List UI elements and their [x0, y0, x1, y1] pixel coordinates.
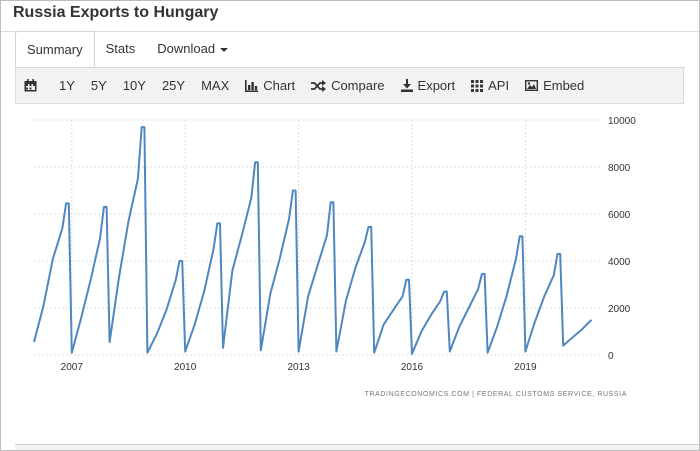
title-divider	[1, 31, 699, 32]
export-button-label: Export	[417, 78, 456, 93]
chart-area: 0 2000 4000 6000 8000 10000 2007 2010 2013 2016 2…	[1, 104, 700, 409]
bar-chart-icon	[245, 79, 259, 92]
range-25y-button[interactable]: 25Y	[161, 78, 186, 93]
compare-button-label: Compare	[331, 78, 385, 93]
shuffle-icon	[311, 79, 327, 92]
caret-down-icon	[220, 47, 229, 52]
embed-button[interactable]: Embed	[517, 68, 592, 104]
bottom-strip	[15, 445, 699, 450]
tab-stats-label: Stats	[105, 41, 136, 56]
y-tick-label: 6000	[608, 210, 631, 221]
x-tick-label: 2016	[401, 362, 424, 373]
tab-bar: Summary Stats Download	[15, 31, 239, 68]
download-icon	[400, 79, 413, 92]
y-tick-label: 4000	[608, 257, 631, 268]
range-1y-button[interactable]: 1Y	[59, 78, 75, 93]
series-line[interactable]	[33, 126, 593, 355]
api-button-label: API	[488, 78, 510, 93]
x-axis: 2007 2010 2013 2016 2019	[61, 362, 537, 373]
tab-summary-label: Summary	[27, 42, 83, 57]
grid-lines	[34, 119, 601, 356]
source-credit: TRADINGECONOMICS.COM | FEDERAL CUSTOMS S…	[365, 391, 627, 398]
range-10y-button[interactable]: 10Y	[122, 78, 146, 93]
image-icon	[525, 80, 539, 91]
x-tick-label: 2019	[514, 362, 537, 373]
x-tick-label: 2010	[174, 362, 197, 373]
export-button[interactable]: Export	[393, 68, 464, 104]
series-layer	[33, 126, 593, 355]
tab-download[interactable]: Download	[146, 31, 239, 67]
api-button[interactable]: API	[463, 68, 517, 104]
tabs-divider	[15, 67, 685, 68]
tab-download-label: Download	[157, 41, 216, 56]
grid-icon	[471, 79, 484, 92]
y-tick-label: 8000	[608, 163, 631, 174]
tab-summary[interactable]: Summary	[15, 31, 95, 68]
y-tick-label: 0	[608, 351, 614, 362]
tab-stats[interactable]: Stats	[95, 31, 147, 67]
below-chart-panel	[15, 409, 699, 439]
embed-button-label: Embed	[543, 78, 585, 93]
range-max-button[interactable]: MAX	[201, 78, 230, 93]
chart-button-label: Chart	[263, 78, 296, 93]
range-5y-button[interactable]: 5Y	[90, 78, 107, 93]
chart-button[interactable]: Chart	[237, 68, 303, 104]
page-title: Russia Exports to Hungary	[13, 4, 219, 21]
y-tick-label: 2000	[608, 304, 631, 315]
y-tick-label: 10000	[608, 116, 636, 127]
x-tick-label: 2007	[61, 362, 84, 373]
calendar-icon	[24, 79, 37, 92]
y-axis: 0 2000 4000 6000 8000 10000	[608, 116, 636, 362]
compare-button[interactable]: Compare	[303, 68, 392, 104]
bottom-divider	[15, 444, 699, 445]
calendar-button[interactable]	[24, 68, 51, 104]
chart-toolbar: 1Y 5Y 10Y 25Y MAX Chart Compare Expo	[15, 68, 684, 104]
x-tick-label: 2013	[287, 362, 310, 373]
